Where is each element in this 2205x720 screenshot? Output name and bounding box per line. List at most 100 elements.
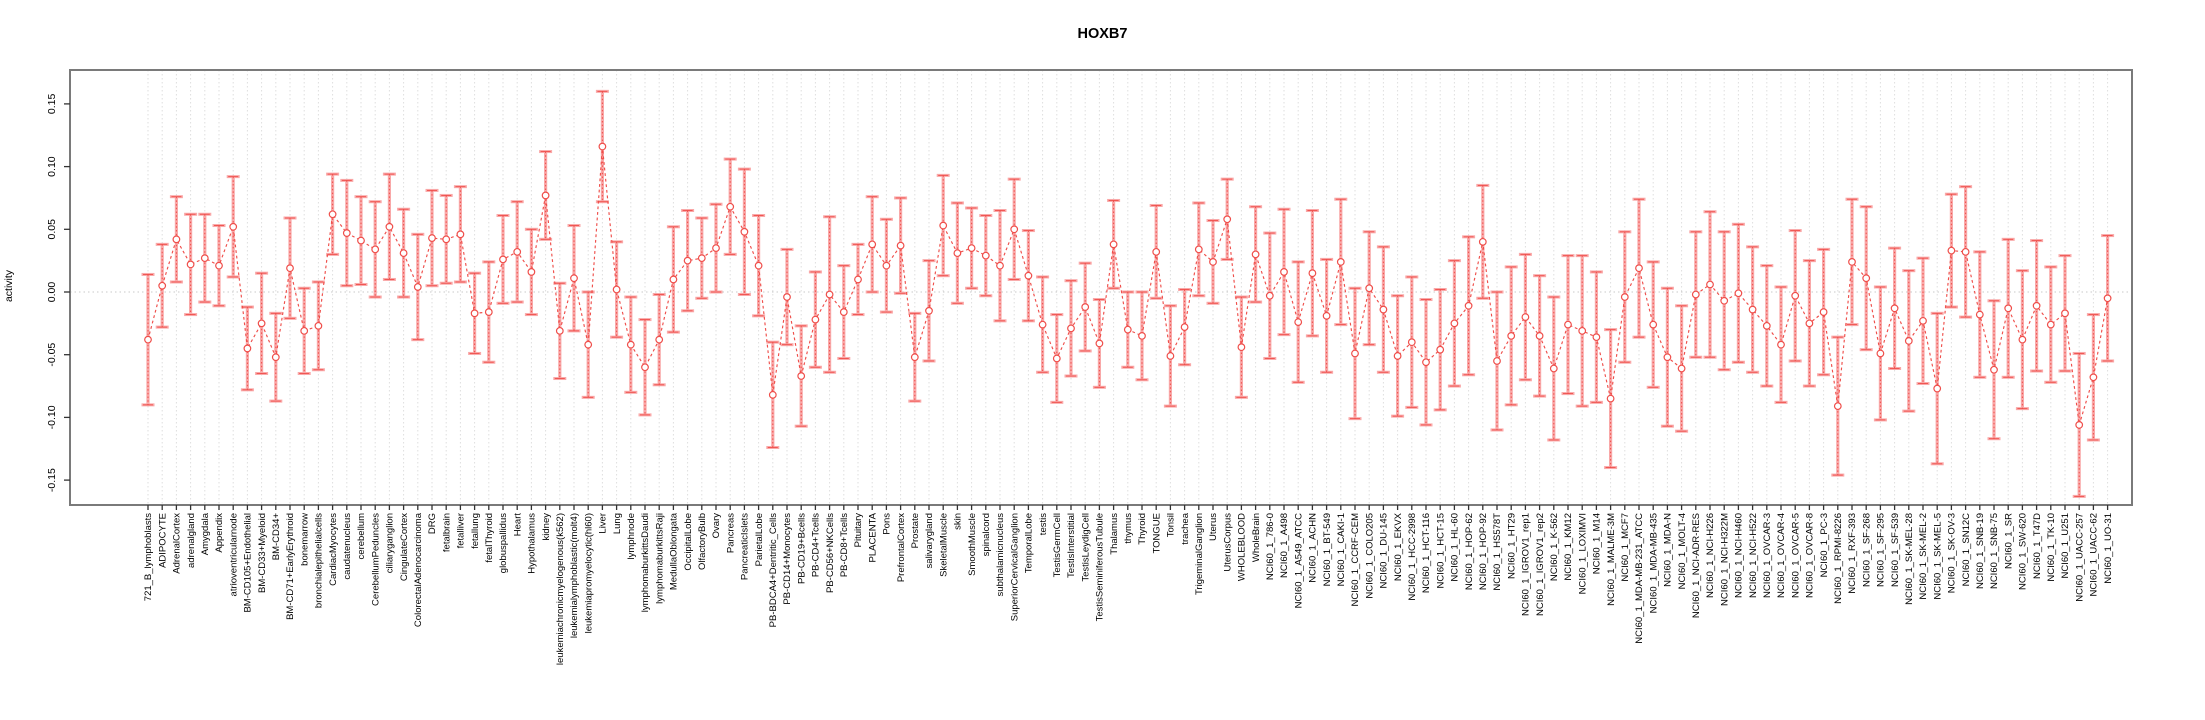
data-point xyxy=(357,236,365,245)
data-point xyxy=(2046,320,2055,329)
x-tick-label: TemporalLobe xyxy=(1024,513,1035,573)
x-tick-label: NCI60_1_A549_ATCC xyxy=(1293,513,1304,609)
x-tick-label: SkeletalMuscle xyxy=(938,513,949,577)
x-tick-label: lymphomaburkittsDaudi xyxy=(640,513,651,612)
data-point xyxy=(371,245,380,254)
x-tick-label: PB-CD4+Tcells xyxy=(811,513,822,577)
data-point xyxy=(1549,364,1558,373)
data-point xyxy=(1223,215,1232,224)
y-tick-label: -0.05 xyxy=(46,343,58,367)
data-point xyxy=(499,255,507,264)
x-tick-label: cerebellum xyxy=(356,513,367,560)
x-tick-label: CerebellumPeduncles xyxy=(370,513,381,606)
data-point xyxy=(271,353,280,362)
data-point xyxy=(1138,331,1146,340)
x-tick-label: Lung xyxy=(612,513,623,534)
x-tick-label: NCI60_1_NCI-H226 xyxy=(1705,513,1716,598)
x-tick-label: NCI60_1_HCT-116 xyxy=(1421,513,1432,593)
x-tick-label: NCI60_1_786-0 xyxy=(1265,513,1276,580)
x-tick-label: CingulateCortex xyxy=(399,513,410,581)
y-tick-label: -0.10 xyxy=(46,405,58,429)
x-tick-label: CardiacMyocytes xyxy=(328,513,339,586)
data-point xyxy=(1024,271,1033,280)
y-tick-label: 0.00 xyxy=(46,282,58,303)
x-tick-label: UterusCorpus xyxy=(1222,513,1233,572)
data-point xyxy=(1407,338,1416,347)
data-point xyxy=(1862,274,1871,283)
x-tick-label: NCI60_1_RXF-393 xyxy=(1847,513,1858,594)
x-tick-label: NCI60_1_NCI-H460 xyxy=(1734,513,1745,598)
data-point xyxy=(612,285,621,294)
data-point xyxy=(768,390,777,399)
data-point xyxy=(1010,225,1019,234)
data-point xyxy=(456,230,465,239)
data-point xyxy=(2018,335,2027,344)
data-point xyxy=(882,261,891,270)
x-tick-label: PancreaticIslets xyxy=(740,513,751,580)
x-tick-label: subthalamicnucleus xyxy=(995,513,1006,597)
x-tick-label: leukemiachronicmyelogenous(k562) xyxy=(555,513,566,665)
x-tick-label: NCI60_1_M14 xyxy=(1592,513,1603,574)
data-point xyxy=(513,247,522,256)
x-tick-label: salivarygland xyxy=(924,513,935,568)
data-point xyxy=(555,326,564,335)
x-tick-label: NCI60_1_HCT-15 xyxy=(1435,513,1446,589)
x-tick-label: NCI60_1_CCRF-CEM xyxy=(1350,513,1361,607)
error-bars xyxy=(141,89,2115,498)
x-tick-label: TestisSeminiferousTubule xyxy=(1095,513,1106,621)
x-tick-label: testis xyxy=(1038,513,1049,535)
x-tick-label: NCI60_1_COLO205 xyxy=(1364,513,1375,599)
data-point xyxy=(541,191,550,200)
data-point xyxy=(328,210,337,219)
x-tick-label: Heart xyxy=(512,513,523,537)
data-point xyxy=(186,260,195,269)
y-tick-label: 0.15 xyxy=(46,94,58,115)
data-point xyxy=(1578,326,1587,335)
data-point xyxy=(2032,301,2041,310)
x-tick-label: bonemarrow xyxy=(299,513,310,566)
data-point xyxy=(1564,320,1572,329)
x-tick-label: MedullaOblongata xyxy=(669,512,680,590)
data-point xyxy=(484,308,493,316)
x-tick-label: ParietalLobe xyxy=(754,513,765,566)
x-tick-label: NCI60_1_UO-31 xyxy=(2103,513,2114,584)
x-tick-label: NCI60_1_OVCAR-5 xyxy=(1790,513,1801,598)
data-point xyxy=(2004,304,2013,313)
data-point xyxy=(1308,269,1317,278)
data-point xyxy=(1848,258,1856,266)
data-point xyxy=(286,264,294,273)
data-point xyxy=(896,241,905,250)
data-point xyxy=(854,275,862,284)
x-tick-label: bronchialepithelialcells xyxy=(314,513,325,608)
chart-title: HOXB7 xyxy=(1077,26,1128,42)
data-point xyxy=(1777,340,1785,349)
x-tick-label: DRG xyxy=(427,513,438,534)
data-point xyxy=(1209,258,1217,266)
data-point xyxy=(1791,291,1800,300)
data-point xyxy=(2089,373,2098,382)
x-tick-label: NCI60_1_SF-268 xyxy=(1861,513,1872,587)
data-point xyxy=(200,254,209,263)
x-tick-label: Pons xyxy=(882,513,893,535)
data-point xyxy=(2061,309,2069,318)
x-tick-label: WHOLEBLOOD xyxy=(1237,513,1248,581)
data-point xyxy=(1251,250,1260,259)
data-point xyxy=(839,308,848,316)
x-tick-label: NCI60_1_HT29 xyxy=(1506,513,1517,579)
x-tick-label: NCI60_1_MDA-N xyxy=(1663,513,1674,587)
x-tick-label: NCI60_1_HOP-62 xyxy=(1464,513,1475,590)
data-point xyxy=(1095,339,1104,348)
data-point xyxy=(1677,364,1686,373)
data-point xyxy=(1237,343,1246,352)
data-point xyxy=(1961,247,1970,256)
data-point xyxy=(1194,245,1203,254)
data-point xyxy=(1606,394,1615,403)
data-point xyxy=(570,274,578,283)
data-point xyxy=(1990,365,1998,374)
x-tick-label: NCI60_1_RPMI-8226 xyxy=(1833,513,1844,604)
x-tick-label: OccipitalLobe xyxy=(683,513,694,571)
data-point xyxy=(172,235,181,244)
data-point xyxy=(413,283,422,291)
x-tick-label: NCI60_1_SK-MEL-5 xyxy=(1932,513,1943,600)
data-point xyxy=(1379,305,1388,314)
